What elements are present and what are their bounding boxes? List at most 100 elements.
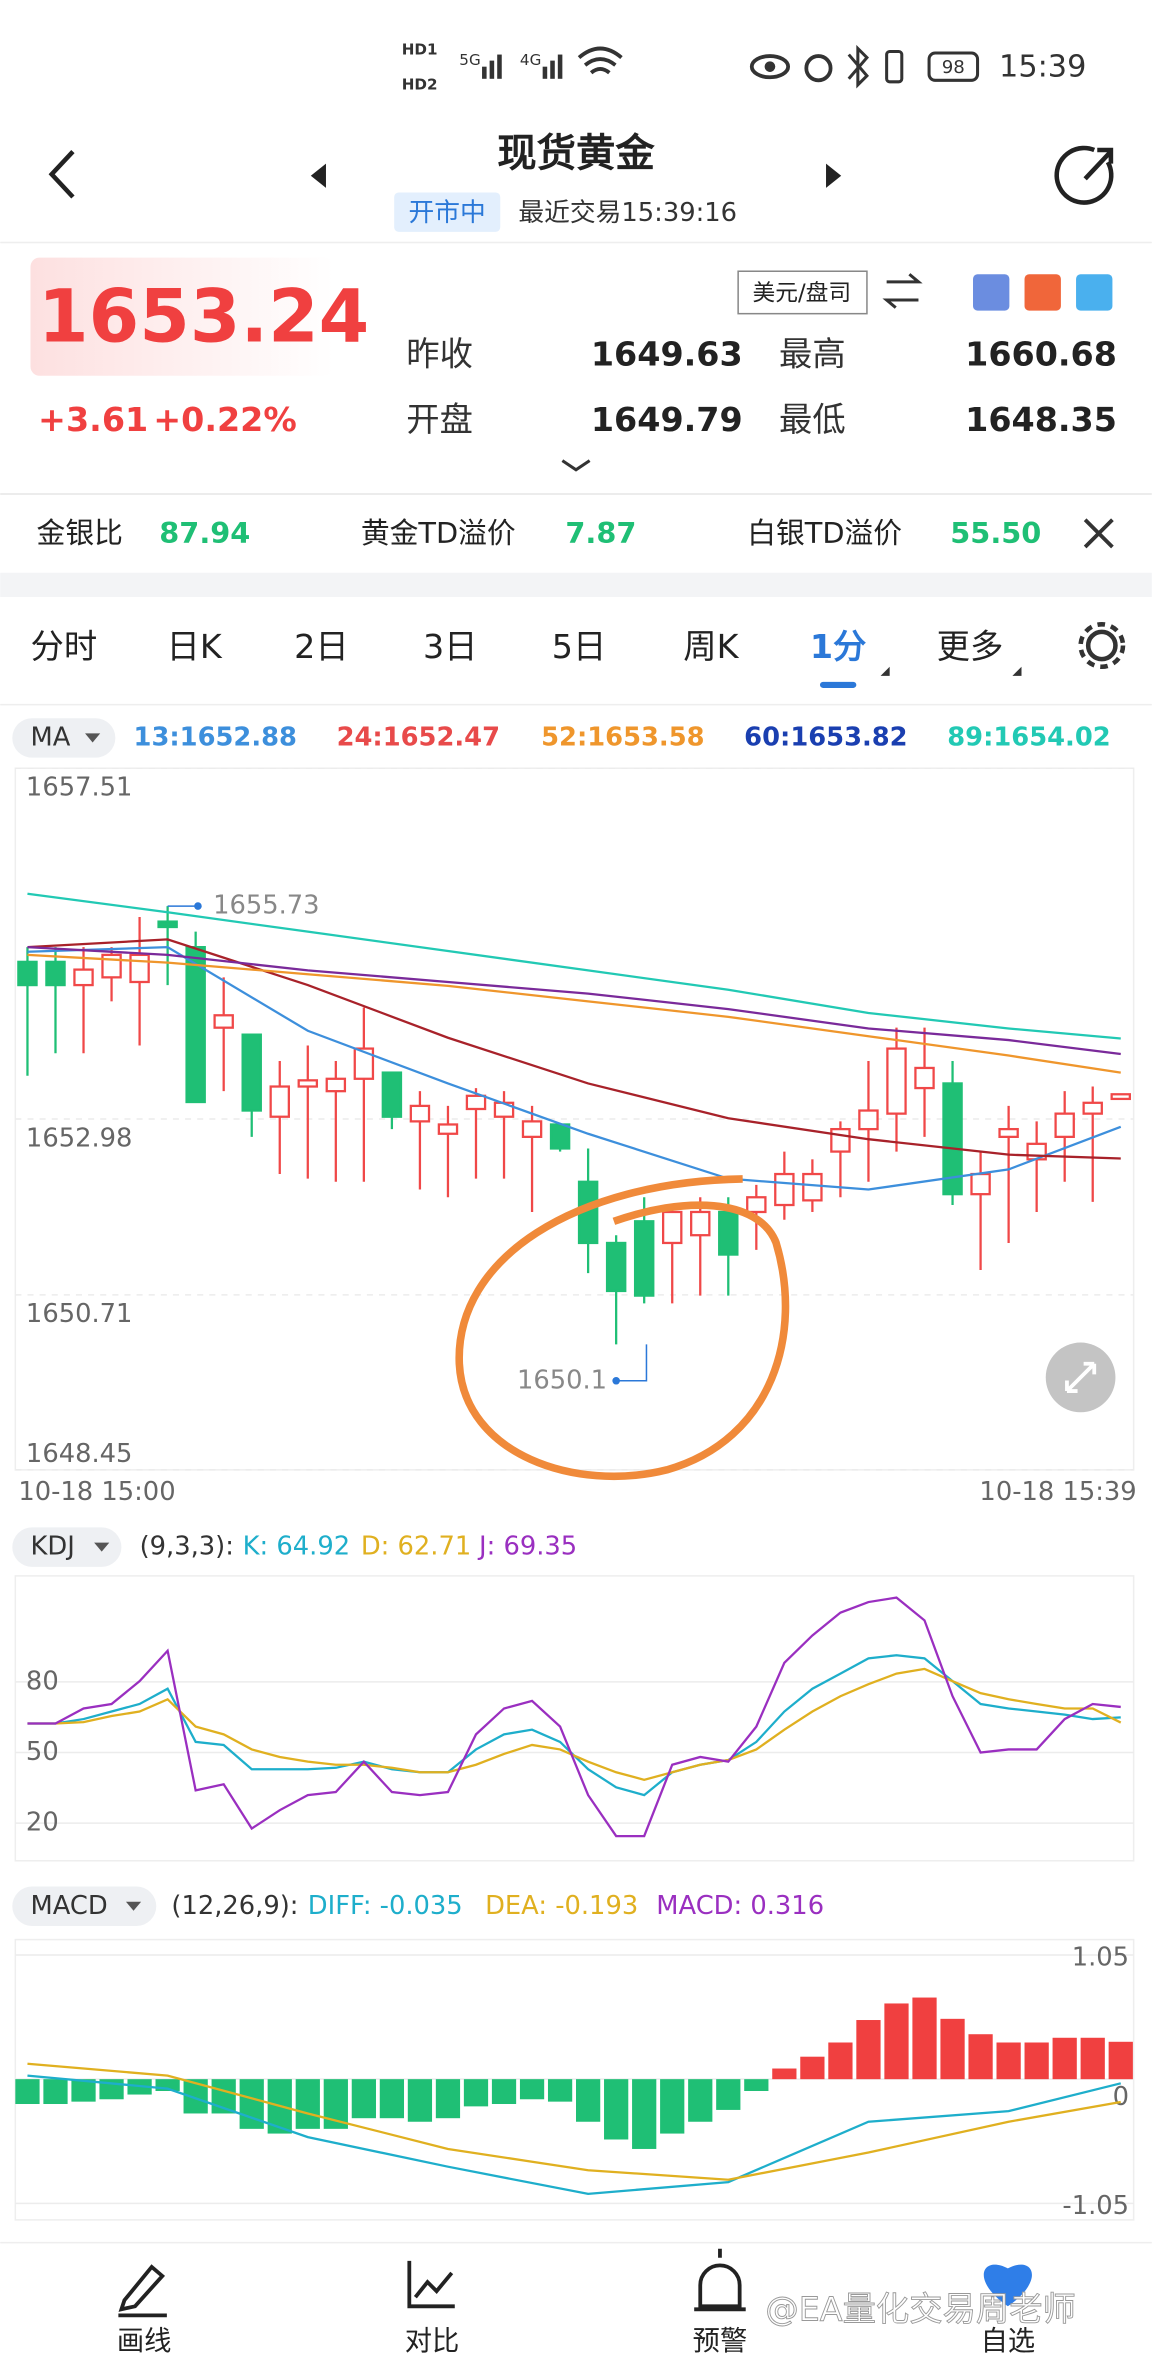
indicator-pill[interactable] [12, 1886, 157, 1926]
indicator-name: KDJ [30, 1532, 74, 1562]
gear-icon [1078, 622, 1126, 670]
fullscreen-button[interactable] [1045, 1342, 1116, 1413]
nav-item[interactable]: 自选 [981, 2326, 1036, 2357]
candle-body [1110, 1093, 1131, 1101]
tool-icon[interactable] [1024, 274, 1061, 311]
candle-body [353, 1047, 375, 1080]
back-button[interactable] [48, 149, 75, 199]
macd-bar [519, 2079, 545, 2100]
tab[interactable]: 3日 [423, 627, 478, 666]
macd-bar [15, 2079, 40, 2105]
candle-body [802, 1172, 823, 1202]
candle-body [437, 1123, 459, 1135]
nav-item[interactable]: 对比 [405, 2326, 460, 2357]
indicator-pill[interactable] [12, 1527, 122, 1567]
macd-bar [1052, 2037, 1077, 2080]
macd-bar [351, 2079, 376, 2119]
macd-bar [407, 2079, 433, 2122]
y-tick-label: 0 [1113, 2082, 1129, 2112]
nav-item[interactable]: 画线 [117, 2326, 172, 2357]
tab[interactable]: 日K [167, 627, 223, 666]
tab[interactable]: 分时 [30, 627, 97, 666]
x-tick-label: 10-18 15:39 [979, 1477, 1136, 1507]
macd-bar [856, 2020, 881, 2080]
indicator-line [27, 938, 1121, 1160]
legend-entry: 89:1654.02 [947, 722, 1110, 752]
candle-body [73, 968, 94, 987]
refresh-icon [1083, 147, 1114, 181]
tab[interactable]: 1分 [810, 627, 867, 666]
expand-chevron[interactable] [561, 459, 591, 472]
settings-button[interactable] [1078, 622, 1126, 670]
indicator-line [27, 1596, 1121, 1838]
macd-bar [884, 2003, 909, 2080]
currency-box[interactable] [737, 270, 868, 315]
last-price: 1653.24 [38, 274, 369, 359]
indicator-line [27, 1667, 1122, 1781]
tab[interactable]: 周K [683, 627, 739, 666]
candle-body [942, 1082, 963, 1196]
candle-body [633, 1220, 655, 1297]
legend-entry: 24:1652.47 [337, 722, 500, 752]
macd-bar [43, 2079, 68, 2105]
macd-bar [772, 2068, 797, 2080]
candle-body [185, 946, 206, 1104]
signal-label: HD2 [402, 75, 438, 93]
candle-body [17, 960, 38, 987]
signal-label: 4G [520, 51, 541, 69]
indicator-pill[interactable] [12, 718, 116, 758]
candle-body [690, 1210, 711, 1237]
dropdown-arrow [125, 1901, 142, 1911]
currency: 美元/盘司 [753, 280, 852, 306]
tab[interactable]: 更多 [937, 627, 1004, 666]
eye-icon [749, 54, 791, 80]
y-tick-label: -1.05 [1062, 2191, 1129, 2221]
candle-body [129, 953, 150, 984]
tab[interactable]: 5日 [552, 627, 607, 666]
stat-label: 最高 [779, 335, 846, 374]
annotation-dot [194, 902, 202, 910]
macd-bar [1024, 2042, 1049, 2080]
plot-frame [14, 1575, 1135, 1862]
refresh-button[interactable] [1054, 145, 1114, 205]
macd-bar [632, 2079, 657, 2149]
bluetooth-icon [847, 44, 870, 89]
tool-icon[interactable] [973, 274, 1010, 311]
y-tick-label: 1648.45 [26, 1439, 132, 1469]
macd-bar [71, 2079, 96, 2102]
indicator-params: (12,26,9): [171, 1891, 298, 1921]
tab[interactable]: 2日 [294, 627, 349, 666]
indicator-line [27, 946, 1121, 1056]
legend-entry: 60:1653.82 [744, 722, 907, 752]
stat-value: 1649.63 [591, 335, 743, 374]
clock: 15:39 [999, 50, 1086, 85]
macd-bar [1108, 2041, 1133, 2080]
hand-drawn-circle [455, 1175, 790, 1480]
nav-icon [118, 2264, 167, 2318]
watermark: @EA量化交易周老师 [765, 2289, 1075, 2328]
candle-body [718, 1210, 739, 1256]
stat-value: 1648.35 [965, 400, 1117, 439]
close-button[interactable] [1083, 518, 1114, 549]
signal-bar [482, 66, 487, 79]
next-button[interactable] [826, 163, 842, 188]
indicator-line [27, 953, 1121, 1074]
macd-bar [379, 2079, 405, 2119]
y-tick-label: 1.05 [1072, 1942, 1129, 1972]
candle-body [886, 1047, 907, 1115]
battery-level: 98 [942, 57, 965, 78]
nav-item[interactable]: 预警 [693, 2326, 748, 2357]
signal-bar [550, 60, 555, 79]
signal-bar [557, 54, 563, 79]
eye-icon [764, 61, 776, 72]
stat-value: 1660.68 [965, 335, 1117, 374]
last-trade: 最近交易15:39:16 [518, 198, 737, 228]
macd-bar [435, 2079, 461, 2119]
macd-bar [968, 2034, 993, 2080]
prev-button[interactable] [310, 163, 326, 188]
y-tick-label: 1650.71 [26, 1299, 132, 1329]
swap-icon[interactable] [882, 273, 923, 309]
tool-icon[interactable] [1076, 274, 1113, 311]
indicator-line [27, 945, 1122, 1191]
